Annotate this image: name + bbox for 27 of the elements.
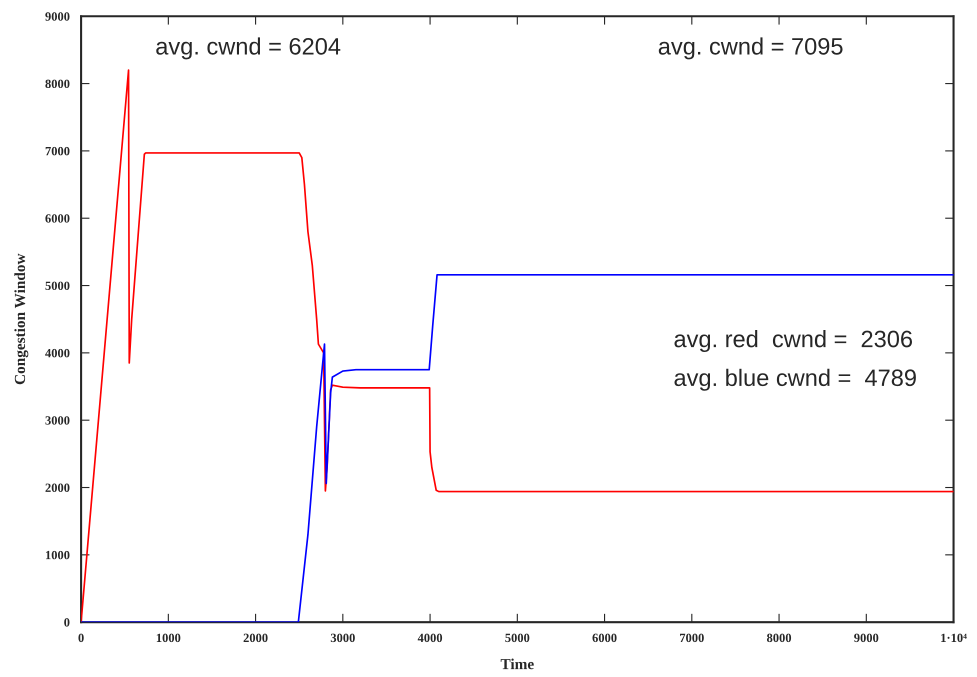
annotation: avg. blue cwnd = 4789 (674, 368, 916, 391)
annotation: avg. red cwnd = 2306 (674, 330, 912, 352)
annotation: avg. cwnd = 7095 (658, 37, 843, 60)
x-tick-label: 1000 (156, 634, 180, 642)
y-tick-label: 3000 (45, 416, 70, 425)
y-tick-label: 5000 (45, 282, 70, 290)
x-tick-label: 1·10⁴ (941, 634, 967, 642)
y-tick-label: 2000 (46, 484, 70, 492)
x-tick-label: 2000 (244, 634, 268, 642)
y-tick-label: 7000 (46, 146, 70, 156)
x-tick-label: 5000 (505, 634, 530, 642)
x-tick-label: 3000 (330, 634, 355, 642)
y-tick-label: 6000 (45, 214, 70, 223)
y-tick-label: 8000 (45, 80, 70, 88)
y-axis-title: Congestion Window (14, 254, 28, 384)
x-tick-label: 4000 (418, 634, 442, 642)
x-tick-label: 8000 (766, 634, 792, 642)
x-tick-label: 0 (78, 634, 84, 642)
y-tick-label: 9000 (45, 12, 70, 21)
x-tick-label: 6000 (592, 634, 617, 642)
annotation: avg. cwnd = 6204 (156, 37, 340, 60)
y-tick-label: 4000 (45, 348, 70, 358)
x-tick-label: 9000 (854, 634, 878, 642)
x-tick-label: 7000 (680, 634, 704, 642)
y-tick-label: 1000 (46, 550, 70, 560)
y-tick-label: 0 (64, 618, 70, 627)
x-axis-title: Time (500, 658, 534, 670)
